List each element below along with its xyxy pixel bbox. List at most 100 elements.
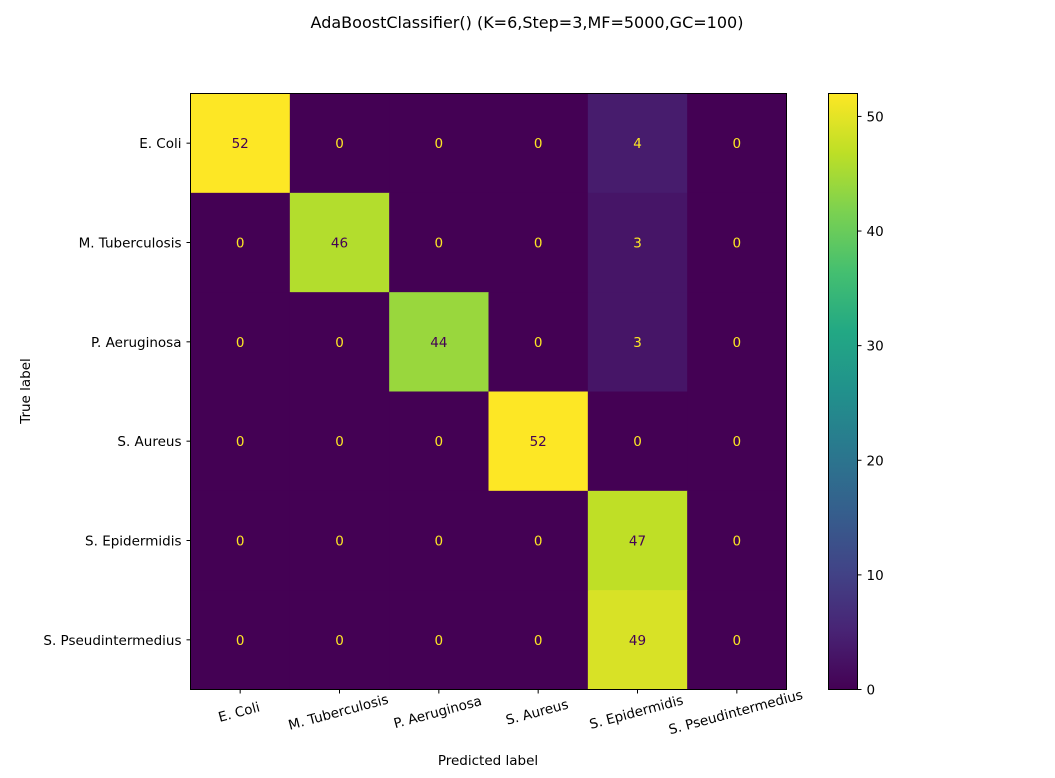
heatmap-cell <box>389 93 489 194</box>
heatmap-cell <box>389 292 489 392</box>
heatmap-cell <box>587 391 688 492</box>
heatmap-cell <box>289 391 390 492</box>
cell-value-label: 0 <box>534 136 543 152</box>
cell-value-label: 0 <box>236 335 245 351</box>
colorbar-tick-label: 0 <box>867 683 876 699</box>
heatmap-cell <box>389 391 489 492</box>
cell-value-label: 0 <box>236 236 245 252</box>
cell-value-label: 52 <box>232 136 249 152</box>
heatmap-cell <box>389 490 489 591</box>
heatmap-cell <box>289 590 390 690</box>
x-tick-label: P. Aeruginosa <box>392 693 484 732</box>
heatmap-cell <box>289 192 390 293</box>
heatmap-cell <box>687 391 787 492</box>
colorbar-ticks: 0 10 20 30 40 50 <box>857 109 884 699</box>
heatmap-cell <box>587 590 688 690</box>
heatmap-cell <box>687 590 787 690</box>
cell-value-label: 0 <box>534 633 543 649</box>
cell-value-label: 47 <box>629 534 646 550</box>
cell-value-label: 0 <box>435 633 444 649</box>
heatmap-cell <box>190 93 291 194</box>
y-axis-ticks: E. Coli M. Tuberculosis P. Aeruginosa S. Au… <box>43 136 191 649</box>
cell-value-label: 0 <box>733 434 742 450</box>
heatmap-cell <box>190 391 291 492</box>
heatmap-cell <box>587 93 688 194</box>
heatmap-cell <box>190 292 291 392</box>
heatmap-cell <box>488 490 589 591</box>
cell-value-label: 4 <box>633 136 642 152</box>
cell-value-label: 46 <box>331 236 348 252</box>
cell-value-label: 0 <box>733 335 742 351</box>
y-tick-label: P. Aeruginosa <box>91 335 181 351</box>
heatmap-cell <box>488 391 589 492</box>
cell-value-label: 0 <box>435 236 444 252</box>
colorbar-tick-label: 20 <box>867 453 884 469</box>
heatmap-cell <box>289 93 390 194</box>
cell-value-label: 49 <box>629 633 646 649</box>
y-axis-label: True label <box>18 358 34 425</box>
cell-value-label: 0 <box>335 136 344 152</box>
heatmap-cell <box>389 192 489 293</box>
heatmap-cell <box>587 292 688 392</box>
cell-value-label: 0 <box>335 335 344 351</box>
heatmap-cell <box>190 490 291 591</box>
plot-frame <box>190 93 787 690</box>
cell-value-label: 0 <box>534 534 543 550</box>
colorbar-tick-label: 10 <box>867 568 884 584</box>
y-tick-label: S. Pseudintermedius <box>43 633 181 649</box>
heatmap-cell <box>687 93 787 194</box>
cell-value-label: 0 <box>335 633 344 649</box>
heatmap-cell <box>488 93 589 194</box>
heatmap-cell <box>587 192 688 293</box>
cell-value-label: 0 <box>733 633 742 649</box>
cell-value-label: 44 <box>430 335 447 351</box>
heatmap-cell <box>190 590 291 690</box>
heatmap-cell <box>488 292 589 392</box>
colorbar-tick-label: 50 <box>867 109 884 125</box>
cell-value-label: 0 <box>534 335 543 351</box>
colorbar <box>828 93 858 690</box>
y-tick-label: M. Tuberculosis <box>79 236 182 252</box>
x-axis-ticks: E. Coli M. Tuberculosis P. Aeruginosa S. Au… <box>217 687 805 738</box>
cell-value-label: 0 <box>335 434 344 450</box>
heatmap-cell <box>488 192 589 293</box>
heatmap-cell <box>289 292 390 392</box>
y-tick-label: S. Aureus <box>117 434 181 450</box>
cell-value-label: 0 <box>236 633 245 649</box>
cell-value-label: 3 <box>633 236 642 252</box>
colorbar-tick-label: 40 <box>867 224 884 240</box>
cell-value-label: 0 <box>733 534 742 550</box>
cell-value-label: 0 <box>435 136 444 152</box>
cell-value-labels: 52 0 0 0 4 0 0 46 0 0 3 0 0 0 44 0 3 0 0 0 0 52 0 0 0 0 0 0 47 0 0 0 0 0 4… <box>232 136 742 649</box>
y-tick-label: S. Epidermidis <box>85 534 181 550</box>
cell-value-label: 0 <box>435 434 444 450</box>
cell-value-label: 0 <box>435 534 444 550</box>
heatmap-cell <box>389 590 489 690</box>
heatmap-cell <box>587 490 688 591</box>
colorbar-tick-label: 30 <box>867 339 884 355</box>
cell-value-label: 0 <box>633 434 642 450</box>
heatmap-cell <box>687 192 787 293</box>
heatmap-cell <box>289 490 390 591</box>
cell-value-label: 0 <box>534 236 543 252</box>
x-tick-label: S. Pseudintermedius <box>667 687 805 738</box>
heatmap-cell <box>190 192 291 293</box>
x-tick-label: S. Aureus <box>504 697 570 729</box>
heatmap-cells <box>190 93 787 690</box>
x-tick-label: E. Coli <box>217 699 262 725</box>
cell-value-label: 0 <box>335 534 344 550</box>
cell-value-label: 3 <box>633 335 642 351</box>
cell-value-label: 0 <box>733 236 742 252</box>
heatmap-cell <box>687 292 787 392</box>
cell-value-label: 0 <box>236 534 245 550</box>
x-axis-label: Predicted label <box>438 753 538 769</box>
chart-title: AdaBoostClassifier() (K=6,Step=3,MF=5000… <box>311 13 744 32</box>
heatmap-cell <box>687 490 787 591</box>
cell-value-label: 52 <box>530 434 547 450</box>
heatmap-cell <box>488 590 589 690</box>
y-tick-label: E. Coli <box>139 136 181 152</box>
cell-value-label: 0 <box>733 136 742 152</box>
x-tick-label: M. Tuberculosis <box>287 692 391 734</box>
